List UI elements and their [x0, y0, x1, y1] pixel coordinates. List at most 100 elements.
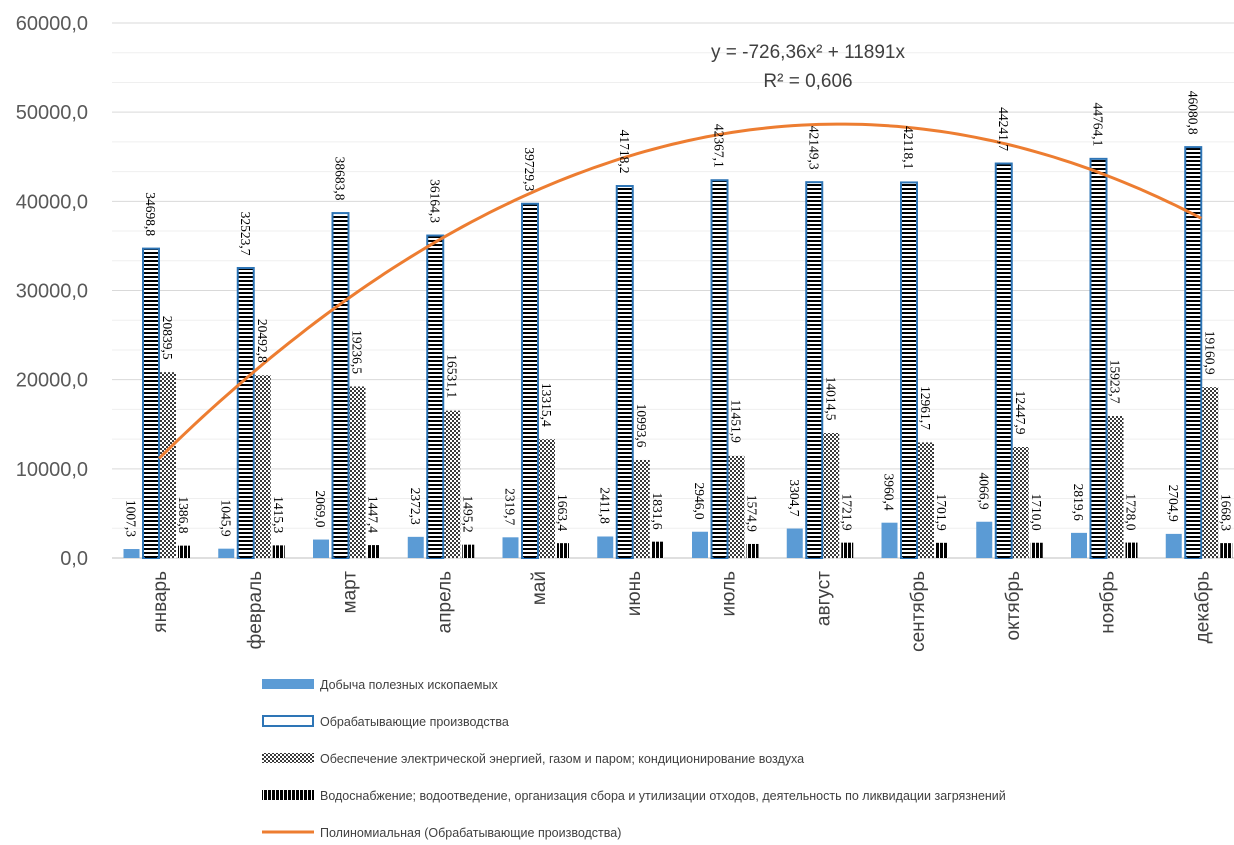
data-label: 1007,3 — [124, 500, 139, 537]
x-tick-label: апрель — [434, 571, 455, 633]
trendline — [157, 122, 1202, 460]
y-tick-label: 60000,0 — [16, 13, 88, 35]
bar-manufacturing-fill — [145, 250, 157, 559]
bar-manufacturing-fill — [1092, 160, 1105, 558]
x-tick-label: январь — [150, 571, 171, 633]
bar-energy — [633, 459, 650, 558]
trendline-group — [157, 122, 1202, 460]
legend-swatch-mining — [262, 679, 314, 689]
bar-manufacturing-fill — [903, 184, 915, 558]
data-label: 19236,5 — [350, 330, 365, 374]
legend-swatch-water — [262, 790, 314, 800]
data-label: 44764,1 — [1091, 102, 1106, 146]
x-tick-label: март — [340, 571, 361, 614]
bar-energy — [254, 375, 271, 558]
data-label: 2704,9 — [1166, 485, 1181, 522]
y-tick-label: 50000,0 — [16, 102, 88, 124]
bar-manufacturing-fill — [997, 165, 1010, 558]
x-tick-label: сентябрь — [908, 571, 929, 652]
legend-swatch-energy — [262, 753, 314, 763]
trendline-equation: y = -726,36x² + 11891x — [711, 42, 905, 63]
bar-water — [936, 542, 948, 558]
bar-mining — [218, 548, 235, 558]
data-label: 2819,6 — [1071, 484, 1086, 521]
data-label: 1701,9 — [934, 494, 949, 531]
data-label: 32523,7 — [238, 212, 253, 256]
bar-energy — [160, 372, 176, 558]
bar-manufacturing-fill — [429, 237, 442, 559]
x-tick-label: август — [813, 571, 834, 626]
legend-label: Обеспечение электрической энергией, газо… — [320, 752, 804, 766]
x-tick-label: февраль — [245, 571, 266, 650]
legend-label: Добыча полезных ископаемых — [320, 678, 498, 692]
bars — [123, 146, 1233, 560]
data-label: 16531,1 — [444, 354, 459, 398]
data-label: 15923,7 — [1108, 360, 1123, 404]
data-label: 20492,8 — [255, 319, 270, 363]
data-label: 46080,8 — [1185, 91, 1200, 135]
bar-manufacturing-fill — [808, 184, 821, 558]
data-label: 2946,0 — [692, 483, 707, 520]
bar-water — [746, 543, 759, 558]
bar-mining — [123, 549, 140, 558]
bar-mining — [502, 537, 519, 558]
data-label: 39729,3 — [522, 147, 537, 191]
data-label: 42118,1 — [901, 126, 916, 169]
y-tick-label: 0,0 — [60, 548, 88, 570]
data-label: 12961,7 — [918, 386, 933, 430]
bar-energy — [728, 455, 745, 558]
data-label: 1495,2 — [460, 495, 475, 532]
bar-water — [178, 545, 190, 558]
data-label: 1447,4 — [366, 496, 381, 533]
data-label: 1710,0 — [1029, 494, 1044, 531]
bar-water — [462, 544, 475, 558]
data-label: 1831,6 — [650, 492, 665, 529]
bar-manufacturing-fill — [524, 205, 536, 558]
x-tick-label: июль — [719, 571, 740, 617]
bar-mining — [692, 531, 708, 558]
bar-mining — [1071, 532, 1087, 558]
data-label: 41718,2 — [617, 130, 632, 174]
bar-water — [651, 541, 664, 558]
gridlines — [112, 22, 1234, 559]
data-label: 2372,3 — [408, 488, 423, 525]
bar-energy — [1012, 447, 1029, 558]
bar-water — [1125, 542, 1138, 558]
bar-water — [1030, 542, 1043, 558]
data-label: 4066,9 — [976, 473, 991, 510]
bar-water — [557, 543, 569, 558]
bar-manufacturing-fill — [713, 182, 726, 558]
data-label: 38683,8 — [333, 157, 348, 201]
legend-label: Полиномиальная (Обрабатывающие производс… — [320, 826, 621, 840]
bar-manufacturing-fill — [334, 215, 347, 558]
x-tick-label: октябрь — [1003, 571, 1024, 641]
legend-swatch-manufacturing — [262, 715, 314, 727]
bar-energy — [444, 410, 461, 558]
bar-energy — [1202, 387, 1219, 558]
data-label: 3304,7 — [787, 479, 802, 516]
data-label: 20839,5 — [160, 316, 175, 360]
bar-mining — [407, 536, 424, 558]
x-tick-label: ноябрь — [1098, 571, 1119, 634]
x-axis: январь февраль март апрель май июнь июль август… — [150, 571, 1213, 652]
legend-label: Водоснабжение; водоотведение, организаци… — [320, 789, 1006, 803]
bar-manufacturing-fill — [1187, 149, 1200, 559]
bar-manufacturing-fill — [618, 188, 631, 559]
data-label: 36164,3 — [427, 179, 442, 223]
data-label: 2411,8 — [597, 487, 612, 524]
data-label: 34698,8 — [143, 192, 158, 236]
x-tick-label: июнь — [624, 571, 645, 616]
bar-water — [272, 545, 285, 558]
data-label: 13315,4 — [539, 383, 554, 427]
y-tick-label: 40000,0 — [16, 191, 88, 213]
y-tick-label: 30000,0 — [16, 281, 88, 303]
bar-manufacturing-fill — [239, 269, 252, 558]
legend: Добыча полезных ископаемых Обрабатывающие… — [262, 678, 1006, 840]
data-label: 12447,9 — [1013, 391, 1028, 435]
bar-energy — [1107, 416, 1124, 558]
bar-energy — [539, 439, 555, 558]
data-labels: 1007,3 1045,9 2069,0 2372,3 2319,7 2411,8 2946… — [124, 91, 1234, 537]
bar-water — [1220, 543, 1233, 558]
data-label: 3960,4 — [882, 473, 897, 510]
